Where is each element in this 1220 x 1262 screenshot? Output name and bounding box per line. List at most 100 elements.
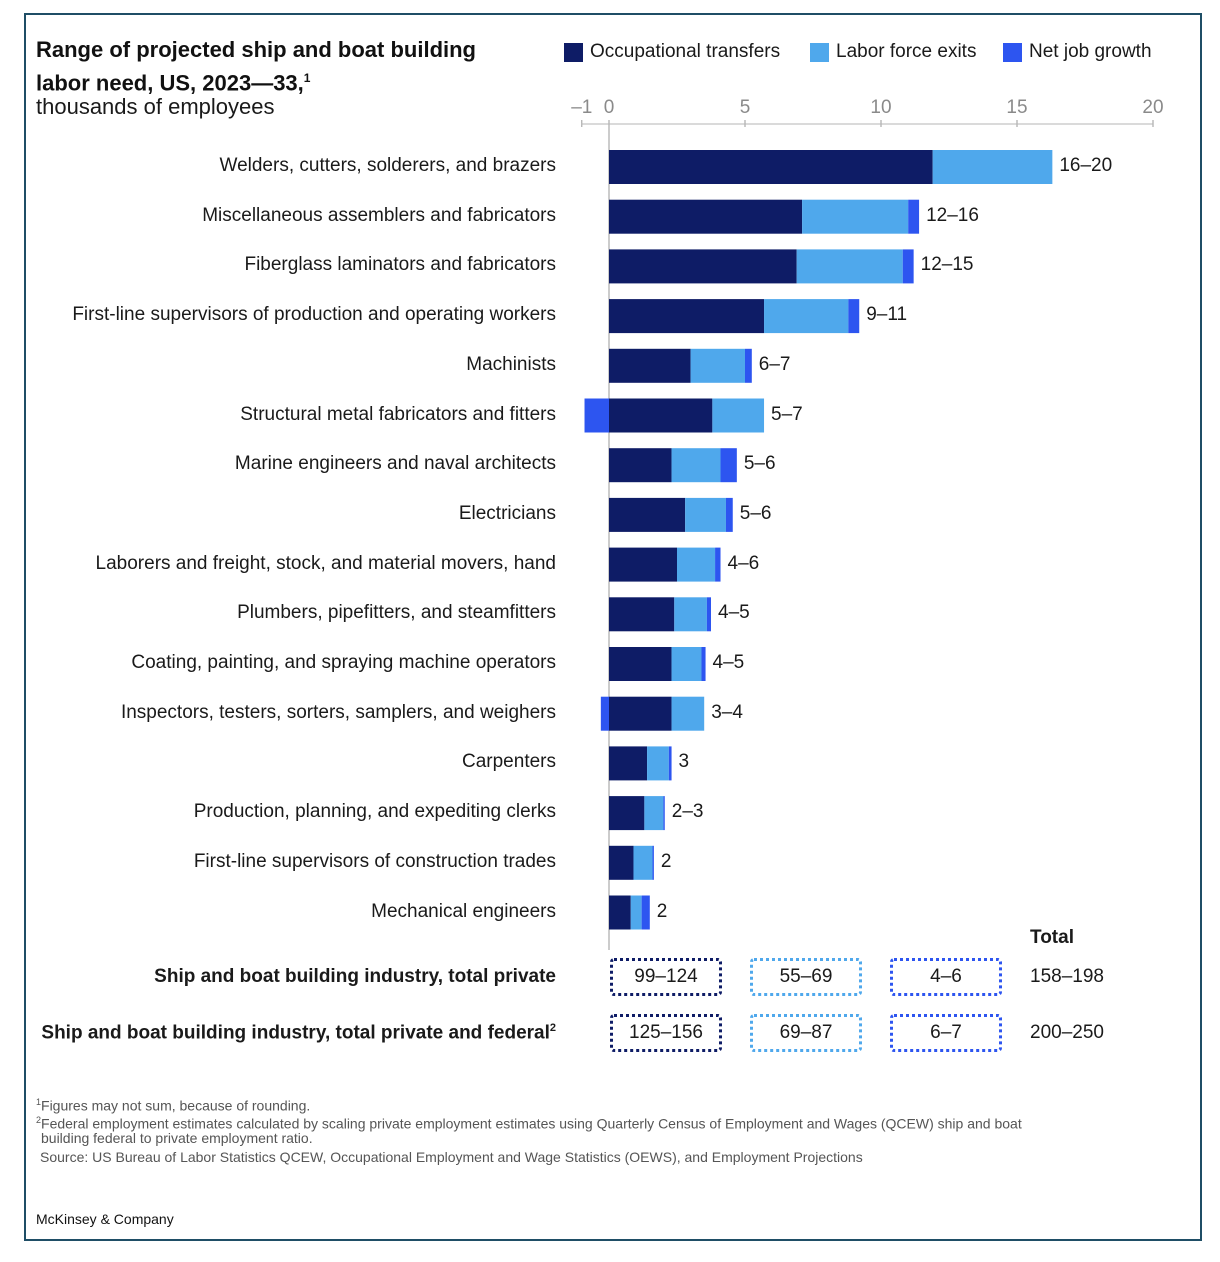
bar-labor-force-exits-welders-cutters-solderers-and-brazers bbox=[932, 150, 1053, 184]
bar-net-job-growth-carpenters bbox=[668, 746, 672, 781]
footnote-1-text: Figures may not sum, because of rounding… bbox=[41, 1097, 311, 1114]
x-tick-label: 0 bbox=[603, 97, 615, 118]
footnote-2-marker: 2 bbox=[36, 1115, 42, 1125]
range-label-inspectors-testers-sorters-samplers-and-weighers: 3–4 bbox=[711, 701, 743, 723]
bar-occupational-transfers-inspectors-testers-sorters-samplers-and-weighers bbox=[609, 696, 672, 731]
totals-private-value: 158–198 bbox=[1030, 966, 1104, 987]
bar-occupational-transfers-marine-engineers-and-naval-architects bbox=[609, 448, 672, 483]
legend-swatch-labor-force-exits bbox=[810, 42, 829, 62]
title-line-2-text: labor need, US, 2023—33, bbox=[36, 70, 304, 96]
bar-occupational-transfers-production-planning-and-expediting-clerks bbox=[609, 796, 645, 831]
bar-labor-force-exits-electricians bbox=[685, 497, 726, 532]
bar-net-job-growth-miscellaneous-assemblers-and-fabricators bbox=[908, 199, 920, 234]
totals-federal-transfers-box: 125–156 bbox=[610, 1014, 722, 1052]
totals-federal-exits-box: 69–87 bbox=[750, 1014, 862, 1052]
bar-net-job-growth-production-planning-and-expediting-clerks bbox=[663, 796, 665, 831]
range-label-coating-painting-and-spraying-machine-operators: 4–5 bbox=[712, 652, 745, 673]
category-label-inspectors-testers-sorters-samplers-and-weighers: Inspectors, testers, sorters, samplers, … bbox=[120, 701, 556, 723]
bar-occupational-transfers-structural-metal-fabricators-and-fitters bbox=[609, 398, 713, 433]
bar-occupational-transfers-coating-painting-and-spraying-machine-operators bbox=[609, 647, 672, 681]
bar-labor-force-exits-mechanical-engineers bbox=[630, 895, 642, 930]
chart-subtitle: thousands of employees bbox=[36, 94, 275, 119]
chart-title: Range of projected ship and boat buildin… bbox=[36, 36, 476, 97]
range-label-electricians: 5–6 bbox=[739, 502, 772, 524]
bar-labor-force-exits-carpenters bbox=[647, 746, 669, 781]
x-tick-label: 10 bbox=[870, 97, 892, 118]
totals-row-federal-label: Ship and boat building industry, total p… bbox=[41, 1022, 556, 1044]
bar-net-job-growth-machinists bbox=[745, 348, 752, 383]
range-label-plumbers-pipefitters-and-steamfitters: 4–5 bbox=[718, 602, 750, 624]
bar-labor-force-exits-plumbers-pipefitters-and-steamfitters bbox=[674, 597, 707, 632]
category-label-mechanical-engineers: Mechanical engineers bbox=[371, 900, 556, 922]
source-note: Source: US Bureau of Labor Statistics QC… bbox=[40, 1149, 863, 1165]
range-label-structural-metal-fabricators-and-fitters: 5–7 bbox=[771, 403, 803, 425]
category-label-first-line-supervisors-of-production-and-operating-workers: First-line supervisors of production and… bbox=[72, 304, 556, 326]
bar-net-job-growth-plumbers-pipefitters-and-steamfitters bbox=[706, 597, 711, 632]
bar-labor-force-exits-structural-metal-fabricators-and-fitters bbox=[712, 398, 765, 433]
totals-private-transfers-box: 99–124 bbox=[610, 958, 722, 996]
x-tick-label: 15 bbox=[1006, 97, 1028, 118]
bar-occupational-transfers-plumbers-pipefitters-and-steamfitters bbox=[609, 597, 675, 632]
bar-occupational-transfers-laborers-and-freight-stock-and-material-movers-hand bbox=[609, 547, 677, 582]
brand-logo-text: McKinsey & Company bbox=[36, 1211, 174, 1227]
range-label-miscellaneous-assemblers-and-fabricators: 12–16 bbox=[926, 204, 979, 226]
range-label-laborers-and-freight-stock-and-material-movers-hand: 4–6 bbox=[727, 552, 760, 574]
range-label-welders-cutters-solderers-and-brazers: 16–20 bbox=[1059, 155, 1113, 176]
bar-occupational-transfers-miscellaneous-assemblers-and-fabricators bbox=[609, 199, 803, 234]
category-label-coating-painting-and-spraying-machine-operators: Coating, painting, and spraying machine … bbox=[131, 652, 556, 673]
x-tick-label: 20 bbox=[1142, 97, 1164, 118]
legend-item-occupational-transfers: Occupational transfers bbox=[564, 40, 780, 64]
x-tick-label: 5 bbox=[739, 97, 751, 118]
category-label-fiberglass-laminators-and-fabricators: Fiberglass laminators and fabricators bbox=[244, 254, 556, 276]
chart-frame bbox=[24, 13, 1202, 1241]
legend-label-occupational-transfers: Occupational transfers bbox=[590, 41, 781, 62]
totals-federal-growth-box: 6–7 bbox=[890, 1014, 1002, 1052]
category-label-electricians: Electricians bbox=[458, 502, 556, 524]
footnote-2-text-line1: Federal employment estimates calculated … bbox=[41, 1115, 1022, 1132]
bar-net-job-growth-inspectors-testers-sorters-samplers-and-weighers bbox=[600, 696, 609, 731]
totals-federal-value: 200–250 bbox=[1030, 1022, 1104, 1043]
totals-private-growth-box: 4–6 bbox=[890, 958, 1002, 996]
category-label-marine-engineers-and-naval-architects: Marine engineers and naval architects bbox=[234, 453, 556, 475]
bar-net-job-growth-first-line-supervisors-of-construction-trades bbox=[652, 845, 654, 880]
bar-occupational-transfers-machinists bbox=[609, 348, 691, 383]
bar-occupational-transfers-fiberglass-laminators-and-fabricators bbox=[609, 249, 797, 284]
totals-row-private-label: Ship and boat building industry, total p… bbox=[154, 966, 556, 988]
category-label-miscellaneous-assemblers-and-fabricators: Miscellaneous assemblers and fabricators bbox=[202, 204, 556, 226]
legend-swatch-occupational-transfers bbox=[564, 42, 583, 62]
legend-label-net-job-growth: Net job growth bbox=[1029, 41, 1152, 62]
range-label-first-line-supervisors-of-production-and-operating-workers: 9–11 bbox=[866, 304, 908, 326]
bar-occupational-transfers-electricians bbox=[609, 497, 686, 532]
range-label-production-planning-and-expediting-clerks: 2–3 bbox=[671, 801, 704, 823]
legend-item-net-job-growth: Net job growth bbox=[1003, 40, 1152, 64]
category-label-first-line-supervisors-of-construction-trades: First-line supervisors of construction t… bbox=[193, 850, 556, 872]
bar-net-job-growth-electricians bbox=[725, 497, 733, 532]
footnote-1: 1Figures may not sum, because of roundin… bbox=[36, 1093, 310, 1115]
range-label-marine-engineers-and-naval-architects: 5–6 bbox=[743, 453, 776, 475]
footnote-1-marker: 1 bbox=[36, 1097, 42, 1107]
bar-labor-force-exits-coating-painting-and-spraying-machine-operators bbox=[671, 647, 702, 681]
bar-net-job-growth-structural-metal-fabricators-and-fitters bbox=[584, 398, 609, 433]
totals-row-private-text: Ship and boat building industry, total p… bbox=[154, 966, 556, 987]
bar-occupational-transfers-first-line-supervisors-of-production-and-operating-workers bbox=[609, 299, 765, 334]
footnote-2: 2Federal employment estimates calculated… bbox=[36, 1111, 1022, 1133]
bar-net-job-growth-marine-engineers-and-naval-architects bbox=[720, 448, 737, 483]
bar-occupational-transfers-welders-cutters-solderers-and-brazers bbox=[609, 150, 933, 184]
bar-labor-force-exits-marine-engineers-and-naval-architects bbox=[671, 448, 721, 483]
totals-header: Total bbox=[1030, 927, 1074, 948]
totals-private-exits-box: 55–69 bbox=[750, 958, 862, 996]
bar-labor-force-exits-miscellaneous-assemblers-and-fabricators bbox=[802, 199, 909, 234]
bar-labor-force-exits-machinists bbox=[690, 348, 745, 383]
totals-row-federal-footnote-marker: 2 bbox=[549, 1022, 556, 1034]
category-label-welders-cutters-solderers-and-brazers: Welders, cutters, solderers, and brazers bbox=[219, 155, 556, 176]
title-line-2: labor need, US, 2023—33,1 bbox=[36, 64, 476, 97]
footnote-2-continued: building federal to private employment r… bbox=[41, 1130, 313, 1146]
title-line-1: Range of projected ship and boat buildin… bbox=[36, 37, 476, 62]
range-label-mechanical-engineers: 2 bbox=[656, 900, 668, 922]
bar-labor-force-exits-production-planning-and-expediting-clerks bbox=[644, 796, 664, 831]
bar-net-job-growth-coating-painting-and-spraying-machine-operators bbox=[701, 647, 706, 681]
category-label-carpenters: Carpenters bbox=[462, 751, 556, 773]
bar-net-job-growth-fiberglass-laminators-and-fabricators bbox=[902, 249, 914, 284]
bar-labor-force-exits-laborers-and-freight-stock-and-material-movers-hand bbox=[677, 547, 716, 582]
bar-labor-force-exits-fiberglass-laminators-and-fabricators bbox=[796, 249, 903, 284]
